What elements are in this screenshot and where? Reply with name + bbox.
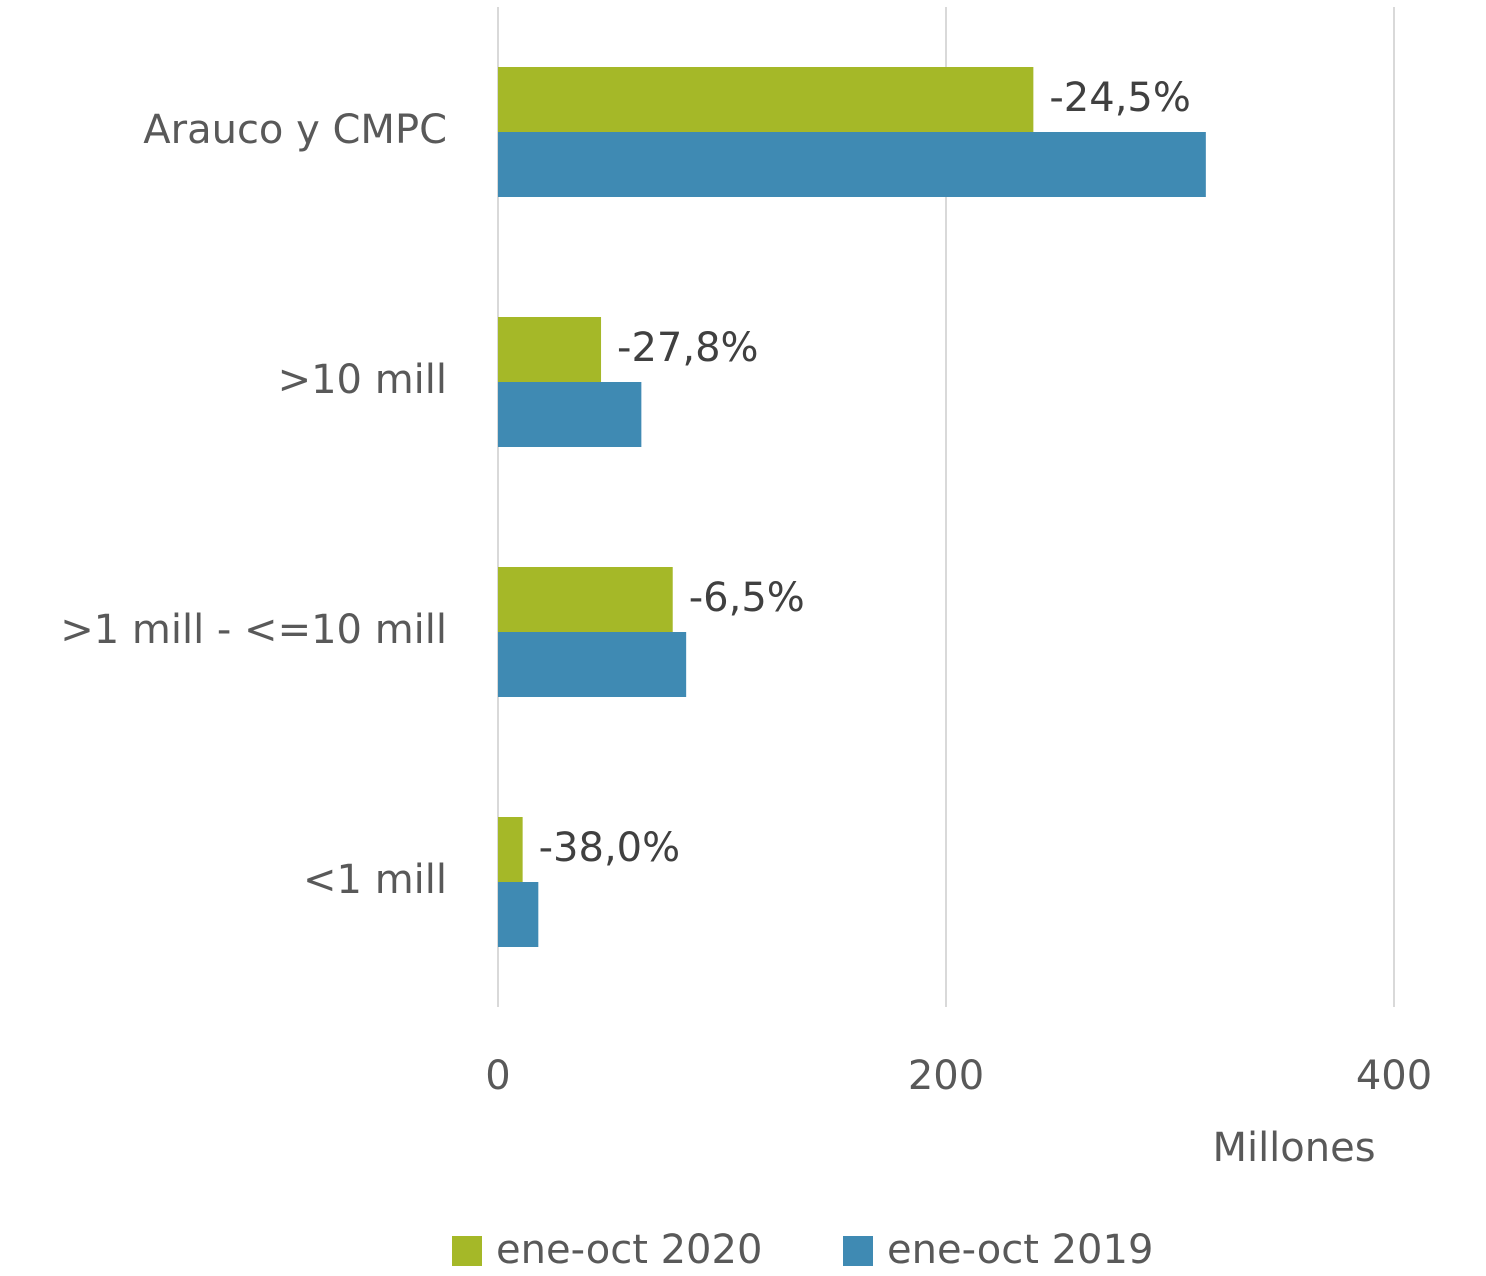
legend-label: ene-oct 2020 bbox=[496, 1227, 762, 1273]
bar bbox=[498, 67, 1034, 132]
bar bbox=[498, 132, 1206, 197]
annotation: -24,5% bbox=[1049, 75, 1191, 121]
legend-swatch bbox=[452, 1236, 482, 1266]
legend-swatch bbox=[843, 1236, 873, 1266]
y-tick-label: <1 mill bbox=[303, 857, 447, 903]
y-tick-label: Arauco y CMPC bbox=[143, 107, 447, 153]
bar bbox=[498, 567, 673, 632]
bar bbox=[498, 382, 642, 447]
legend-label: ene-oct 2019 bbox=[887, 1227, 1153, 1273]
bar bbox=[498, 632, 687, 697]
x-tick-label: 200 bbox=[908, 1053, 984, 1099]
annotation: -27,8% bbox=[617, 325, 759, 371]
x-tick-label: 0 bbox=[485, 1053, 510, 1099]
bar bbox=[498, 817, 523, 882]
y-tick-label: >1 mill - <=10 mill bbox=[60, 607, 447, 653]
bar bbox=[498, 882, 539, 947]
bar bbox=[498, 317, 602, 382]
x-tick-label: 400 bbox=[1356, 1053, 1432, 1099]
x-axis-label: Millones bbox=[1212, 1125, 1375, 1171]
annotation: -38,0% bbox=[539, 825, 681, 871]
y-tick-label: >10 mill bbox=[278, 357, 447, 403]
annotation: -6,5% bbox=[689, 575, 805, 621]
